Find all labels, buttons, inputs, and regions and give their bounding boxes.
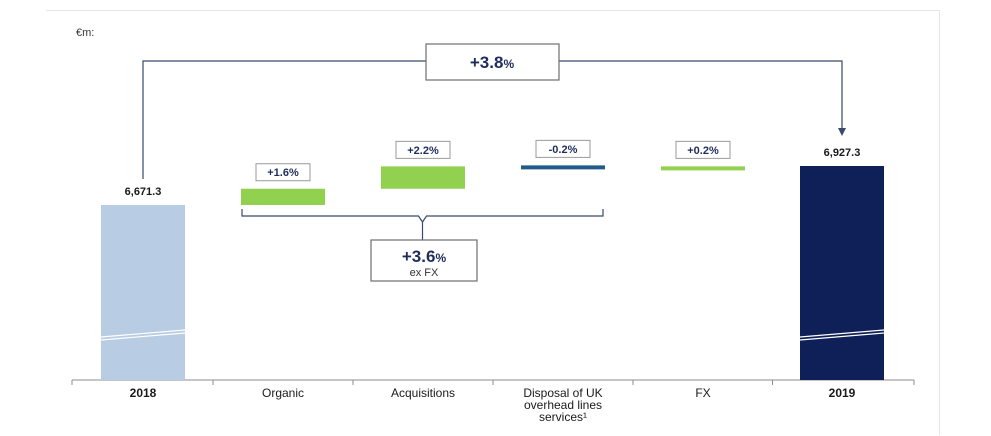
pct-label: -0.2% bbox=[549, 144, 578, 156]
total-change-label: +3.8% bbox=[470, 53, 515, 72]
total-change-value: +3.8 bbox=[470, 53, 504, 72]
pct-label-box bbox=[255, 163, 311, 182]
category-label: Acquisitions bbox=[391, 386, 455, 400]
pct-label-box bbox=[395, 140, 451, 159]
category-label: overhead lines bbox=[524, 398, 602, 412]
ex-fx-change-value: +3.6 bbox=[402, 247, 436, 266]
arrow-head-icon bbox=[838, 128, 846, 136]
unit-label: €m: bbox=[76, 27, 94, 39]
axis-break-line bbox=[100, 329, 186, 338]
pct-label-box bbox=[675, 140, 731, 159]
chart-frame: €m: 6,671.3 +1.6% +2.2% -0.2% +0.2% 6,927.3 201… bbox=[46, 10, 940, 435]
bar-acquisitions bbox=[381, 166, 465, 189]
pct-label: +0.2% bbox=[687, 145, 719, 157]
bar-fx bbox=[661, 166, 745, 171]
ex-fx-change-suffix: % bbox=[435, 251, 446, 265]
bar-organic bbox=[241, 188, 325, 205]
bar-2019 bbox=[800, 166, 884, 380]
ex-fx-change-label: +3.6% bbox=[402, 247, 447, 266]
waterfall-chart: €m: 6,671.3 +1.6% +2.2% -0.2% +0.2% 6,927.3 201… bbox=[71, 27, 915, 424]
bar-value-label: 6,927.3 bbox=[824, 147, 861, 159]
category-label: FX bbox=[695, 386, 710, 400]
category-label: services¹ bbox=[539, 410, 587, 424]
axis-break-line bbox=[799, 329, 885, 338]
total-change-suffix: % bbox=[503, 57, 514, 71]
bar-2018 bbox=[101, 205, 185, 380]
category-label: 2019 bbox=[829, 386, 856, 400]
bar-disposal bbox=[521, 165, 605, 170]
axis-break-line bbox=[100, 332, 186, 341]
bar-value-label: 6,671.3 bbox=[125, 186, 162, 198]
pct-label: +2.2% bbox=[407, 145, 439, 157]
ex-fx-note: ex FX bbox=[410, 267, 439, 279]
category-label: Disposal of UK bbox=[523, 386, 602, 400]
category-label: Organic bbox=[262, 386, 304, 400]
pct-label-box bbox=[535, 139, 591, 158]
pct-label: +1.6% bbox=[267, 167, 299, 179]
axis-break-line bbox=[799, 332, 885, 341]
total-change-box bbox=[425, 43, 560, 81]
category-label: 2018 bbox=[130, 386, 157, 400]
ex-fx-box bbox=[370, 239, 478, 282]
ex-fx-bracket bbox=[241, 209, 604, 224]
